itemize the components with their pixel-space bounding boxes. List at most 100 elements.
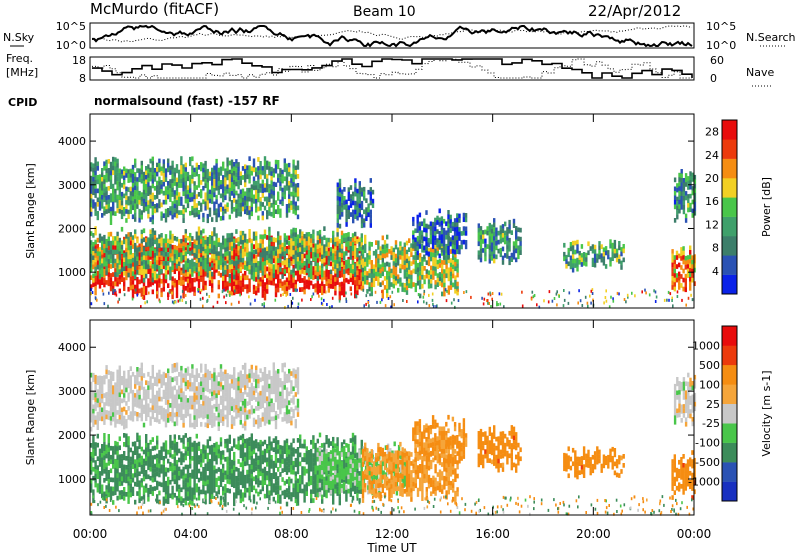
scatter-cell — [202, 485, 205, 490]
scatter-cell — [158, 185, 161, 191]
scatter-cell — [186, 451, 190, 456]
scatter-cell — [416, 214, 419, 220]
scatter-cell — [345, 264, 348, 270]
scatter-cell — [354, 178, 357, 183]
scatter-cell — [229, 293, 231, 297]
scatter-cell — [118, 195, 121, 201]
scatter-cell — [173, 492, 176, 498]
scatter-cell — [290, 247, 293, 252]
scatter-cell — [180, 156, 183, 161]
scatter-cell — [96, 255, 99, 261]
scatter-cell — [689, 207, 692, 212]
scatter-cell — [489, 291, 491, 295]
scatter-cell — [230, 482, 234, 487]
scatter-cell — [356, 193, 359, 198]
scatter-cell — [159, 300, 161, 304]
scatter-cell — [266, 178, 269, 184]
scatter-cell — [673, 195, 677, 201]
scatter-cell — [678, 208, 681, 214]
scatter-cell — [416, 228, 419, 233]
scatter-cell — [173, 172, 176, 177]
scatter-cell — [283, 233, 286, 238]
scatter-cell — [318, 274, 322, 280]
scatter-cell — [237, 166, 240, 172]
scatter-cell — [145, 170, 148, 176]
scatter-cell — [235, 172, 238, 178]
scatter-cell — [277, 265, 280, 270]
scatter-cell — [175, 482, 179, 488]
scatter-cell — [496, 301, 498, 305]
scatter-cell — [288, 203, 291, 209]
scatter-cell — [227, 289, 229, 293]
scatter-cell — [178, 261, 181, 267]
scatter-cell — [197, 201, 201, 206]
scatter-cell — [189, 463, 192, 469]
scatter-cell — [244, 209, 247, 215]
scatter-cell — [120, 240, 124, 246]
scatter-cell — [538, 305, 541, 309]
scatter-cell — [180, 460, 183, 466]
scatter-cell — [237, 468, 240, 473]
scatter-cell — [197, 267, 201, 272]
scatter-cell — [296, 196, 300, 202]
scatter-cell — [237, 445, 240, 451]
scatter-cell — [173, 479, 176, 485]
scatter-cell — [288, 267, 291, 273]
scatter-cell — [169, 439, 172, 445]
scatter-cell — [162, 496, 165, 502]
scatter-cell — [107, 452, 110, 457]
scatter-cell — [134, 233, 137, 239]
scatter-cell — [680, 169, 683, 174]
scatter-cell — [125, 173, 128, 178]
scatter-cell — [98, 251, 102, 257]
scatter-cell — [338, 223, 342, 229]
scatter-cell — [252, 485, 256, 491]
scatter-cell — [233, 207, 236, 212]
scatter-cell — [129, 168, 132, 174]
scatter-cell — [175, 486, 179, 492]
scatter-cell — [189, 161, 192, 167]
scatter-cell — [241, 166, 245, 171]
scatter-cell — [118, 251, 121, 256]
scatter-cell — [131, 253, 135, 258]
scatter-cell — [180, 160, 183, 166]
scatter-cell — [114, 188, 117, 194]
scatter-cell — [142, 286, 146, 291]
scatter-cell — [156, 260, 159, 265]
scatter-cell — [248, 287, 251, 293]
scatter-cell — [211, 271, 214, 277]
scatter-cell — [120, 173, 124, 179]
scatter-cell — [142, 171, 146, 177]
scatter-cell — [171, 205, 174, 211]
scatter-cell — [169, 443, 172, 449]
scatter-cell — [184, 491, 187, 497]
scatter-cell — [224, 260, 227, 266]
scatter-cell — [98, 279, 102, 285]
scatter-cell — [136, 261, 139, 266]
scatter-cell — [613, 253, 617, 259]
scatter-cell — [226, 202, 229, 208]
scatter-cell — [252, 176, 256, 182]
scatter-cell — [576, 262, 579, 267]
scatter-cell — [691, 273, 694, 278]
scatter-cell — [149, 448, 152, 454]
scatter-cell — [368, 250, 371, 256]
scatter-cell — [493, 218, 496, 223]
scatter-cell — [312, 256, 315, 262]
scatter-cell — [200, 166, 203, 172]
scatter-cell — [543, 299, 545, 303]
scatter-cell — [399, 245, 402, 251]
scatter-cell — [305, 263, 308, 269]
scatter-cell — [325, 267, 328, 273]
scatter-cell — [354, 182, 357, 188]
scatter-cell — [153, 468, 157, 473]
scatter-cell — [206, 466, 209, 471]
scatter-cell — [233, 286, 236, 291]
scatter-cell — [90, 275, 93, 280]
scatter-cell — [116, 167, 119, 173]
scatter-cell — [105, 247, 108, 253]
scatter-cell — [151, 289, 154, 295]
scatter-cell — [151, 253, 154, 259]
scatter-cell — [678, 181, 681, 187]
scatter-cell — [173, 264, 176, 270]
